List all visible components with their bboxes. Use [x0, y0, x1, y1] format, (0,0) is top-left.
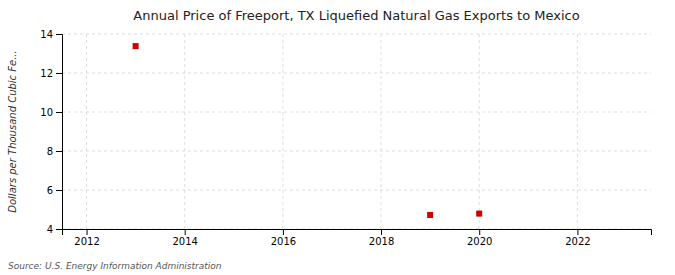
y-tick-mark	[56, 73, 62, 74]
x-tick: 2016	[271, 229, 296, 247]
points	[133, 43, 483, 218]
x-tick: 2018	[369, 229, 394, 247]
x-tick-mark	[87, 229, 88, 235]
x-tick-mark	[185, 229, 186, 235]
point	[427, 212, 433, 218]
y-grid-line	[62, 34, 651, 35]
x-tick-label: 2018	[369, 236, 394, 247]
x-tick-label: 2012	[74, 236, 99, 247]
x-tick-label: 2016	[271, 236, 296, 247]
y-tick: 4	[47, 224, 62, 235]
y-tick-label: 12	[40, 68, 53, 79]
x-axis: 2012 2014 2016 2018 2020 2022	[63, 229, 652, 247]
x-tick-label: 2020	[467, 236, 492, 247]
y-tick-label: 6	[47, 185, 53, 196]
x-grid-line	[86, 34, 87, 229]
x-tick-mark	[381, 229, 382, 235]
x-tick-label: 2014	[172, 236, 197, 247]
x-grid-line	[282, 34, 283, 229]
x-tick: 2022	[565, 229, 590, 247]
y-tick-mark	[56, 112, 62, 113]
y-axis: 4 6 8 10 12 14	[40, 29, 62, 235]
y-tick: 14	[40, 29, 62, 40]
y-tick-mark	[56, 190, 62, 191]
y-tick: 6	[47, 185, 62, 196]
x-grid-line	[577, 34, 578, 229]
y-tick: 10	[40, 107, 62, 118]
y-tick-mark	[56, 151, 62, 152]
y-grid-line	[62, 112, 651, 113]
x-tick-label: 2022	[565, 236, 590, 247]
grid	[62, 34, 651, 229]
y-grid-line	[62, 190, 651, 191]
y-tick-mark	[56, 229, 62, 230]
y-grid-line	[62, 151, 651, 152]
x-grid-line	[184, 34, 185, 229]
y-tick-label: 14	[40, 29, 53, 40]
x-grid-line	[479, 34, 480, 229]
x-axis-line	[63, 230, 652, 236]
y-grid-line	[62, 73, 651, 74]
y-tick: 12	[40, 68, 62, 79]
x-tick: 2012	[74, 229, 99, 247]
x-tick-mark	[479, 229, 480, 235]
x-tick: 2014	[172, 229, 197, 247]
x-tick-mark	[577, 229, 578, 235]
y-tick-label: 10	[40, 107, 53, 118]
x-tick: 2020	[467, 229, 492, 247]
plot-area: 2012 2014 2016 2018 2020 2022 4 6 8 10 12 14	[40, 29, 651, 247]
x-tick-mark	[283, 229, 284, 235]
chart: 2012 2014 2016 2018 2020 2022 4 6 8 10 12 14 Annual …	[0, 0, 675, 275]
y-axis-title: Dollars per Thousand Cubic Fe...	[7, 50, 18, 212]
y-tick-label: 4	[47, 224, 53, 235]
y-axis-line	[56, 35, 63, 230]
title: Annual Price of Freeport, TX Liquefied N…	[133, 8, 579, 23]
x-grid-line	[381, 34, 382, 229]
y-tick-mark	[56, 34, 62, 35]
point	[476, 211, 482, 217]
y-tick-label: 8	[47, 146, 53, 157]
source-note: Source: U.S. Energy Information Administ…	[8, 261, 222, 271]
y-tick: 8	[47, 146, 62, 157]
point	[133, 43, 139, 49]
